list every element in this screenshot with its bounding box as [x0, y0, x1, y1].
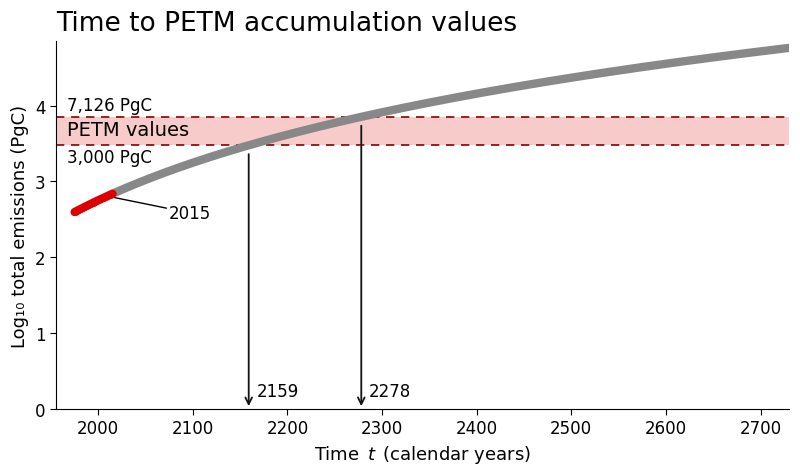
Text: 2278: 2278 — [369, 382, 411, 400]
Y-axis label: Log₁₀ total emissions (PgC): Log₁₀ total emissions (PgC) — [11, 104, 29, 347]
Text: 7,126 PgC: 7,126 PgC — [66, 97, 152, 115]
Text: 3,000 PgC: 3,000 PgC — [66, 149, 151, 167]
Text: 2159: 2159 — [256, 382, 298, 400]
X-axis label: Time $\,t\,$ (calendar years): Time $\,t\,$ (calendar years) — [314, 443, 530, 465]
Bar — [56, 118, 789, 146]
Text: Time to PETM accumulation values: Time to PETM accumulation values — [56, 11, 517, 37]
Text: 2015: 2015 — [114, 198, 211, 223]
Text: PETM values: PETM values — [66, 121, 189, 140]
